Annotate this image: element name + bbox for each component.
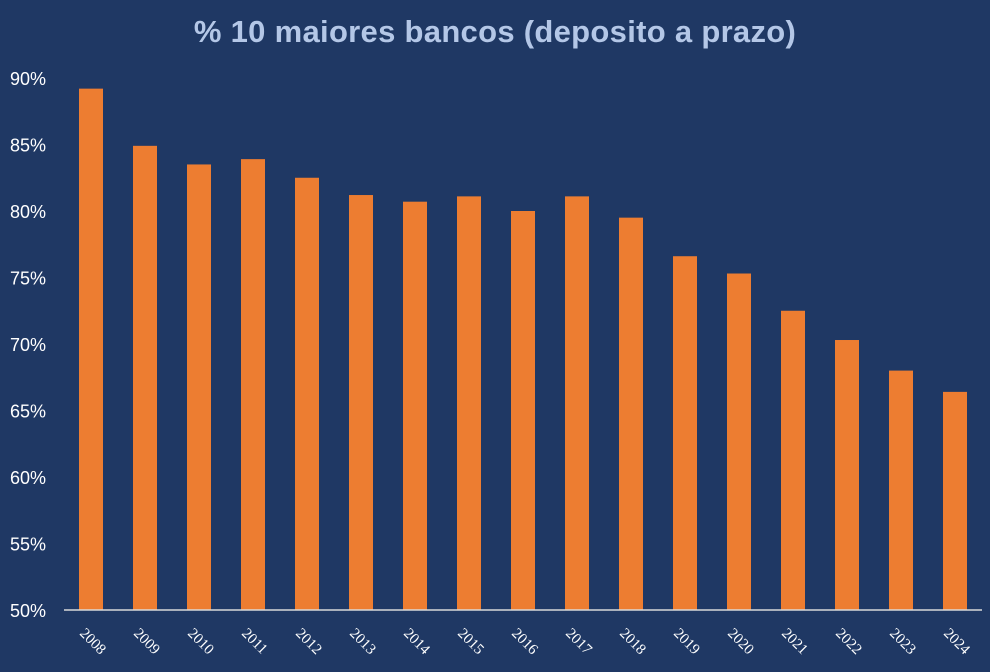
x-tick-label: 2009 <box>130 626 163 659</box>
bar-2010 <box>187 164 211 610</box>
x-tick-label: 2023 <box>886 626 919 659</box>
x-tick-label: 2018 <box>616 626 649 659</box>
bar-2012 <box>295 177 319 610</box>
y-tick-label: 70% <box>10 335 46 355</box>
bar-2019 <box>673 256 697 610</box>
x-tick-label: 2008 <box>76 626 109 659</box>
x-tick-label: 2021 <box>778 626 811 659</box>
y-tick-label: 90% <box>10 69 46 89</box>
x-tick-label: 2022 <box>832 626 865 659</box>
y-axis-ticks: 50% 55% 60% 65% 70% 75% 80% 85% 90% <box>10 69 46 621</box>
x-tick-label: 2017 <box>562 626 595 659</box>
x-tick-label: 2024 <box>940 626 973 659</box>
y-tick-label: 55% <box>10 535 46 555</box>
bar-2023 <box>889 370 913 610</box>
bar-2024 <box>943 391 967 610</box>
x-tick-label: 2019 <box>670 626 703 659</box>
x-tick-label: 2020 <box>724 626 757 659</box>
x-tick-label: 2011 <box>238 626 270 658</box>
x-tick-label: 2015 <box>454 626 487 659</box>
bar-2015 <box>457 196 481 610</box>
x-tick-label: 2013 <box>346 626 379 659</box>
x-tick-label: 2012 <box>292 626 325 659</box>
bar-2013 <box>349 195 373 611</box>
chart-title: % 10 maiores bancos (deposito a prazo) <box>193 14 797 49</box>
y-tick-label: 85% <box>10 136 46 156</box>
y-tick-label: 80% <box>10 202 46 222</box>
x-axis-labels: 2008 2009 2010 2011 2012 2013 2014 2015 2016 2017… <box>76 626 973 659</box>
y-tick-label: 75% <box>10 269 46 289</box>
x-tick-label: 2010 <box>184 626 217 659</box>
y-tick-label: 50% <box>10 601 46 621</box>
bar-2011 <box>241 159 265 610</box>
bar-2017 <box>565 196 589 610</box>
bar-2021 <box>781 310 805 610</box>
x-tick-label: 2014 <box>400 626 433 659</box>
bar-2018 <box>619 217 643 610</box>
bars <box>79 88 967 611</box>
bar-2009 <box>133 145 157 610</box>
bar-2020 <box>727 273 751 610</box>
bar-2008 <box>79 88 103 610</box>
bar-2022 <box>835 340 859 610</box>
y-tick-label: 60% <box>10 468 46 488</box>
y-tick-label: 65% <box>10 402 46 422</box>
bar-2016 <box>511 211 535 610</box>
x-tick-label: 2016 <box>508 626 541 659</box>
bar-2014 <box>403 201 427 610</box>
